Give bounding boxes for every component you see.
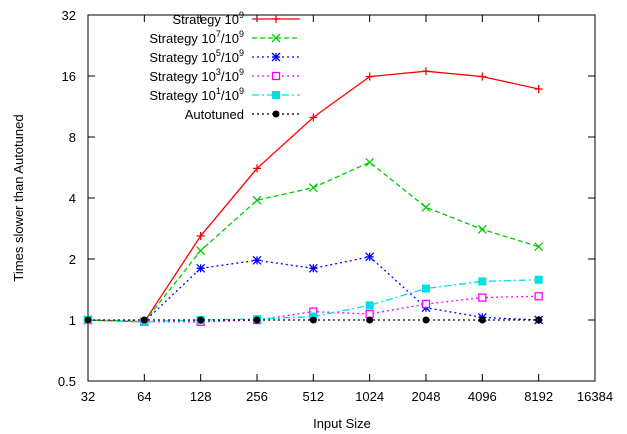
data-point (534, 275, 543, 284)
data-point (534, 85, 543, 94)
data-point (422, 67, 430, 76)
x-tick-label: 2048 (412, 389, 441, 404)
data-point (366, 316, 374, 324)
legend-label: Strategy 107/109 (149, 29, 244, 46)
legend-marker (272, 110, 280, 118)
series-group (83, 67, 544, 327)
data-point (309, 113, 318, 122)
legend-label: Autotuned (185, 107, 244, 122)
legend-item: Strategy 107/109 (149, 29, 300, 46)
data-point (421, 299, 431, 309)
x-tick-label: 128 (190, 389, 212, 404)
data-point (196, 246, 206, 256)
x-tick-label: 16384 (577, 389, 613, 404)
data-point (308, 263, 318, 273)
series-5 (84, 316, 543, 324)
data-point (478, 316, 486, 324)
legend-item: Strategy 103/109 (149, 67, 300, 84)
legend-item: Strategy 105/109 (149, 48, 300, 65)
x-tick-label: 64 (137, 389, 151, 404)
data-point (309, 316, 317, 324)
data-point (422, 316, 430, 324)
series-1 (83, 157, 544, 327)
legend-label: Strategy 101/109 (149, 86, 244, 103)
data-point (365, 72, 374, 81)
y-tick-label: 16 (62, 69, 76, 84)
x-tick-label: 512 (302, 389, 324, 404)
series-line (87, 70, 539, 323)
data-point (365, 252, 375, 262)
series-0 (84, 67, 543, 326)
y-tick-label: 1 (69, 313, 76, 328)
legend-label: Strategy 105/109 (149, 48, 244, 65)
data-point (478, 293, 487, 302)
data-point (252, 255, 262, 265)
legend-label: Strategy 103/109 (149, 67, 244, 84)
y-tick-label: 4 (69, 191, 76, 206)
data-point (535, 316, 543, 324)
legend: Strategy 109 Strategy 107/109 Strategy 105… (149, 10, 300, 122)
legend-marker (272, 15, 280, 23)
y-tick-label: 32 (62, 8, 76, 23)
data-point (84, 316, 92, 324)
legend-label: Strategy 109 (172, 10, 244, 27)
legend-item: Autotuned (185, 107, 300, 122)
data-point (253, 164, 261, 173)
legend-marker (271, 71, 281, 81)
legend-item: Strategy 101/109 (149, 86, 300, 103)
data-point (197, 316, 205, 324)
legend-marker (272, 91, 280, 99)
x-tick-label: 8192 (524, 389, 553, 404)
data-point (422, 284, 430, 293)
data-point (534, 242, 544, 252)
x-tick-label: 4096 (468, 389, 497, 404)
data-point (534, 292, 543, 301)
data-point (140, 316, 148, 324)
y-tick-label: 0.5 (58, 374, 76, 389)
data-point (365, 157, 375, 167)
axis-ticks: 32 64 128 256 512 1024 2048 4096 8192 16384 0.5 1 2 4… (58, 8, 613, 404)
data-point (365, 301, 374, 310)
data-point (253, 316, 261, 324)
series-line (87, 161, 539, 323)
data-point (421, 202, 431, 212)
y-axis-title: Times slower than Autotuned (11, 114, 26, 281)
data-point (196, 231, 205, 240)
data-point (252, 195, 262, 205)
x-axis-title: Input Size (313, 416, 371, 431)
legend-item: Strategy 109 (172, 10, 300, 27)
x-tick-label: 256 (246, 389, 268, 404)
y-tick-label: 8 (69, 130, 76, 145)
data-point (478, 277, 487, 286)
x-tick-label: 32 (81, 389, 95, 404)
data-point (308, 183, 318, 193)
data-point (477, 224, 487, 234)
data-point (196, 263, 206, 273)
y-tick-label: 2 (69, 252, 76, 267)
x-tick-label: 1024 (355, 389, 384, 404)
data-point (478, 72, 487, 81)
data-point (365, 309, 374, 319)
legend-marker (271, 52, 281, 62)
legend-marker (271, 33, 281, 43)
